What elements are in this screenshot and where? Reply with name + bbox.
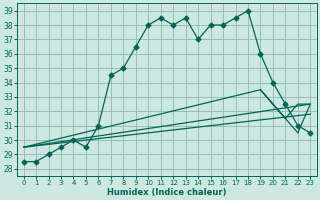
X-axis label: Humidex (Indice chaleur): Humidex (Indice chaleur) — [107, 188, 227, 197]
